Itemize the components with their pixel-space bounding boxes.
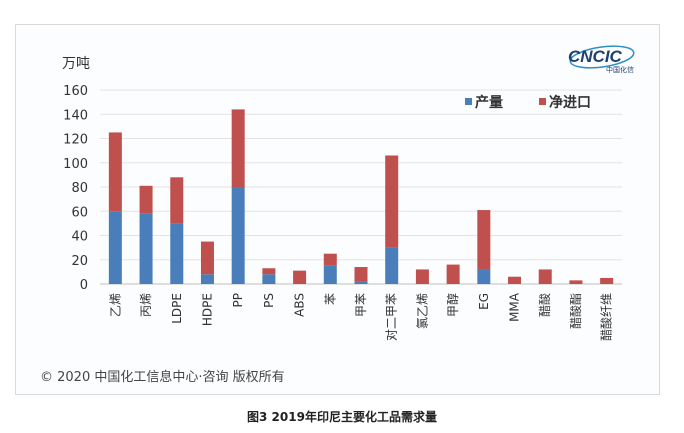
legend-swatch: [539, 98, 546, 105]
bar-segment: [139, 185, 153, 214]
y-tick-label: 60: [71, 205, 88, 220]
x-tick-label: 醋酸: [537, 293, 552, 317]
legend-label: 净进口: [549, 94, 591, 111]
x-tick-label: PS: [262, 293, 276, 308]
bar-segment: [385, 247, 399, 284]
bar-segment: [262, 274, 276, 284]
x-tick-label: PP: [231, 293, 245, 307]
y-tick-label: 20: [71, 254, 88, 269]
svg-text:CNCIC: CNCIC: [568, 47, 623, 66]
bar-segment: [262, 268, 276, 275]
bar-segment: [231, 109, 245, 187]
bar-segment: [569, 280, 583, 284]
x-tick-label: 氯乙烯: [415, 293, 429, 329]
svg-text:中国化信: 中国化信: [606, 65, 634, 74]
y-tick-label: 100: [63, 157, 88, 172]
y-axis-unit-label: 万吨: [62, 56, 90, 72]
x-tick-label: HDPE: [200, 293, 214, 326]
x-tick-label: 乙烯: [108, 293, 122, 317]
x-tick-label: 醋酸酯: [568, 293, 583, 329]
cncic-logo: CNCIC 中国化信: [566, 44, 642, 78]
y-tick-label: 140: [63, 108, 88, 123]
y-tick-label: 80: [71, 181, 88, 196]
bar-segment: [446, 264, 460, 284]
bar-segment: [293, 270, 307, 284]
bar-segment: [323, 265, 337, 284]
bar-segment: [200, 241, 214, 275]
bar-segment: [170, 223, 184, 284]
bar-segment: [477, 269, 491, 284]
bar-segment: [108, 211, 122, 284]
x-tick-label: 甲苯: [354, 293, 368, 317]
legend-swatch: [465, 98, 472, 105]
y-tick-label: 40: [71, 230, 88, 245]
bar-segment: [508, 276, 522, 284]
bar-segment: [354, 267, 368, 282]
bar-segment: [477, 210, 491, 270]
x-tick-label: 苯: [323, 293, 337, 305]
bar-segment: [538, 269, 552, 284]
bar-segment: [139, 213, 153, 284]
bar-segment: [385, 155, 399, 248]
bar-segment: [323, 253, 337, 266]
x-tick-label: MMA: [508, 292, 522, 322]
y-tick-label: 120: [63, 133, 88, 148]
x-tick-label: 醋酸纤维: [599, 293, 614, 341]
bar-segment: [354, 281, 368, 284]
legend-label: 产量: [475, 94, 503, 111]
x-tick-label: ABS: [293, 293, 307, 317]
bar-segment: [415, 269, 429, 284]
x-tick-label: EG: [477, 293, 491, 310]
chart-frame: [15, 24, 660, 395]
x-tick-label: 对二甲苯: [385, 293, 399, 341]
bar-segment: [231, 187, 245, 284]
figure-caption: 图3 2019年印尼主要化工品需求量: [247, 410, 437, 424]
copyright-text: © 2020 中国化工信息中心·咨询 版权所有: [40, 370, 285, 385]
bar-segment: [108, 132, 122, 212]
y-tick-label: 0: [80, 278, 88, 293]
x-tick-label: 丙烯: [139, 293, 153, 317]
bar-segment: [600, 277, 614, 284]
x-tick-label: 甲醇: [445, 293, 460, 317]
x-tick-label: LDPE: [170, 293, 184, 324]
bar-segment: [200, 274, 214, 284]
bar-segment: [170, 177, 184, 224]
y-tick-label: 160: [63, 84, 88, 99]
